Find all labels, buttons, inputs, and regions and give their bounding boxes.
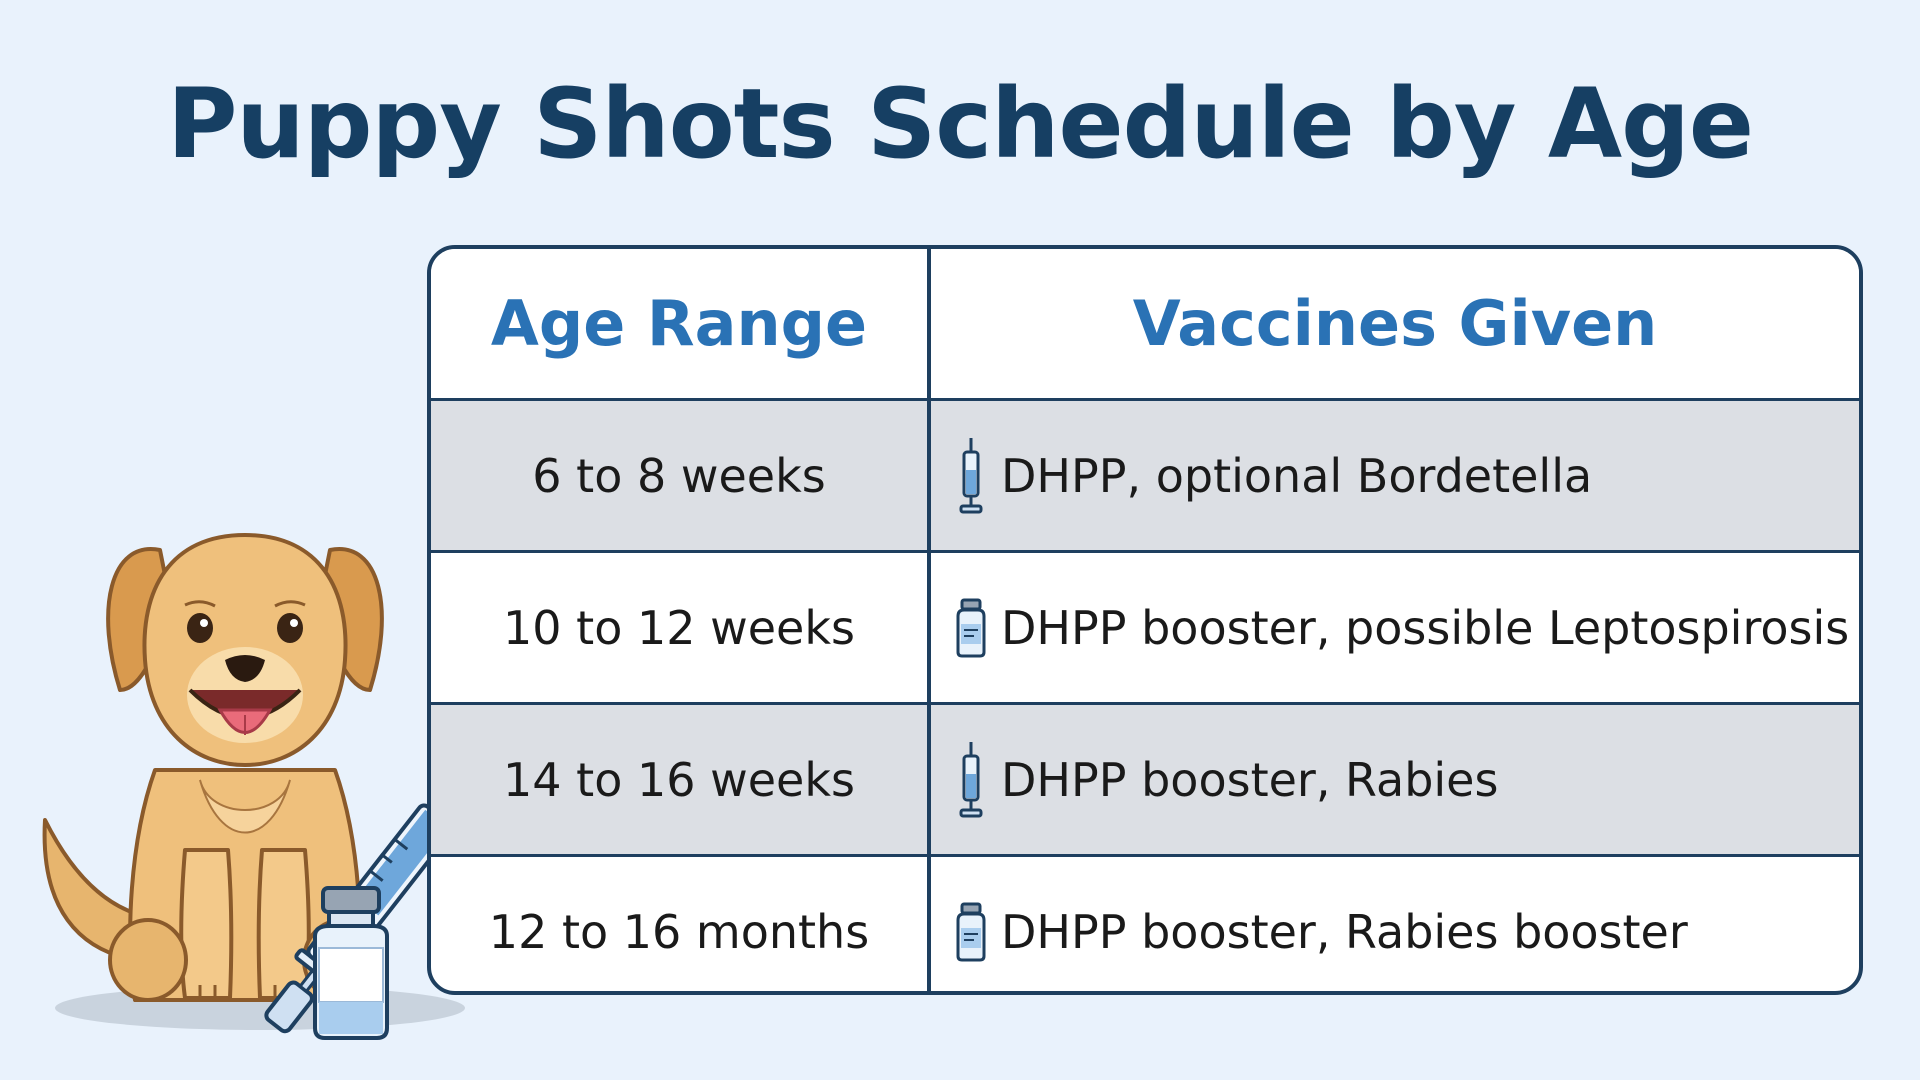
puppy-illustration <box>42 532 490 1040</box>
table-row: 10 to 12 weeks DHPP booster, possible Le… <box>431 551 1859 705</box>
vaccine-schedule-table: Age Range Vaccines Given 6 to 8 weeks DH… <box>427 245 1863 995</box>
vial-icon <box>955 588 987 668</box>
vaccine-cell: DHPP booster, possible Leptospirosis <box>929 551 1859 705</box>
page-title: Puppy Shots Schedule by Age <box>167 68 1754 180</box>
column-header-vaccines-given: Vaccines Given <box>929 249 1859 401</box>
vaccine-cell: DHPP booster, Rabies <box>929 703 1859 857</box>
vial-icon <box>955 892 987 972</box>
vaccine-text: DHPP booster, Rabies <box>1001 752 1499 807</box>
table-row: 12 to 16 months DHPP booster, Rabies boo… <box>431 855 1859 992</box>
age-cell: 12 to 16 months <box>431 855 931 991</box>
syringe-icon <box>955 436 987 516</box>
vaccine-cell: DHPP, optional Bordetella <box>929 399 1859 553</box>
vaccine-text: DHPP booster, Rabies booster <box>1001 904 1688 959</box>
age-cell: 14 to 16 weeks <box>431 703 931 857</box>
age-cell: 6 to 8 weeks <box>431 399 931 553</box>
age-cell: 10 to 12 weeks <box>431 551 931 705</box>
column-header-age-range: Age Range <box>431 249 931 401</box>
vaccine-text: DHPP, optional Bordetella <box>1001 448 1593 503</box>
table-row: 14 to 16 weeks DHPP booster, Rabies <box>431 703 1859 857</box>
syringe-icon <box>955 740 987 820</box>
vaccine-cell: DHPP booster, Rabies booster <box>929 856 1859 992</box>
vaccine-text: DHPP booster, possible Leptospirosis <box>1001 600 1850 655</box>
table-row: 6 to 8 weeks DHPP, optional Bordetella <box>431 399 1859 553</box>
